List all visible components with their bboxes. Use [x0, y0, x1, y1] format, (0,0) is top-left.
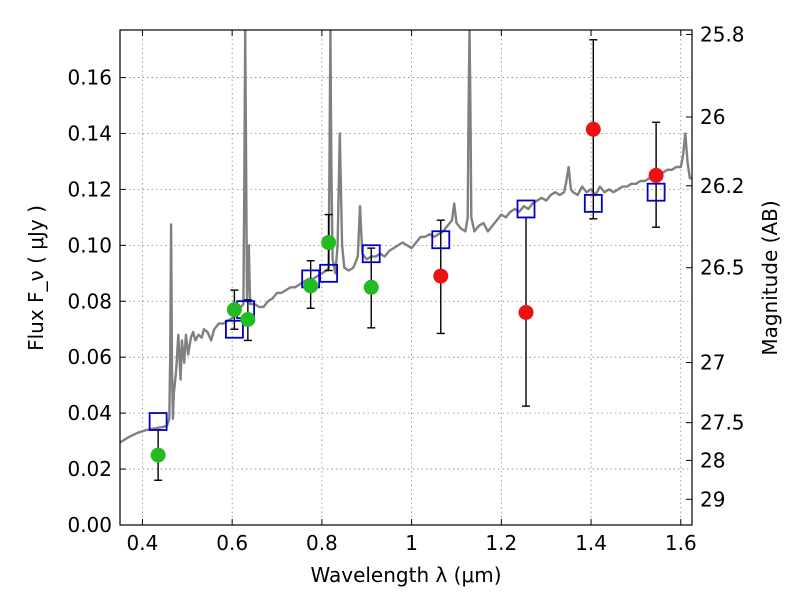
y-tick-label: 0.10: [67, 233, 112, 257]
x-tick-label: 1: [405, 531, 418, 555]
x-tick-label: 1.4: [575, 531, 607, 555]
green-data-point: [150, 447, 166, 463]
plot-area: [120, 30, 692, 481]
x-tick-label: 0.8: [306, 531, 338, 555]
x-tick-label: 1.6: [665, 531, 697, 555]
grid: [120, 30, 692, 526]
y2-tick-label: 26.5: [700, 256, 745, 280]
y-tick-label: 0.08: [67, 289, 112, 313]
red-data-point: [518, 304, 534, 320]
y-tick-label: 0.16: [67, 66, 112, 90]
model-square-point: [646, 182, 666, 202]
y2-tick-label: 26: [700, 105, 725, 129]
spectrum-line: [120, 30, 692, 444]
green-data-point: [226, 302, 242, 318]
y2-tick-label: 26.2: [700, 174, 745, 198]
y2-tick-label: 25.8: [700, 22, 745, 46]
red-data-point: [433, 268, 449, 284]
y2-tick-label: 27.5: [700, 411, 745, 435]
red-data-point: [648, 167, 664, 183]
y2-tick-label: 28: [700, 448, 725, 472]
y2-tick-label: 27: [700, 351, 725, 375]
plot-frame: [119, 29, 693, 526]
x-tick-label: 0.4: [127, 531, 159, 555]
y2-axis-title: Magnitude (AB): [758, 200, 782, 355]
y-tick-label: 0.00: [67, 513, 112, 537]
y-tick-label: 0.06: [67, 345, 112, 369]
y-tick-label: 0.12: [67, 177, 112, 201]
axes: 0.4 0.6 0.8 1 1.2 1.4 1.6 0.00 0.02 0.04 0.06 0.08 0…: [67, 22, 744, 555]
green-data-point: [321, 235, 337, 251]
y-tick-label: 0.04: [67, 401, 112, 425]
x-axis-title: Wavelength λ (μm): [310, 563, 501, 587]
x-tick-label: 1.2: [485, 531, 517, 555]
model-square-point: [148, 412, 168, 431]
model-square-point: [516, 199, 536, 219]
y-tick-label: 0.02: [67, 457, 112, 481]
y-tick-label: 0.14: [67, 121, 112, 145]
y-axis-title: Flux F_ν ( μJy ): [24, 205, 48, 351]
x-tick-label: 0.6: [216, 531, 248, 555]
model-square-point: [319, 263, 339, 283]
model-square-point: [224, 319, 244, 339]
model-square-point: [431, 230, 451, 250]
red-data-point: [585, 121, 601, 137]
model-square-point: [583, 193, 603, 213]
green-data-point: [303, 278, 319, 294]
model-square-point: [361, 244, 381, 264]
y2-tick-label: 29: [700, 487, 725, 511]
green-data-point: [363, 279, 379, 295]
green-data-point: [240, 311, 256, 327]
